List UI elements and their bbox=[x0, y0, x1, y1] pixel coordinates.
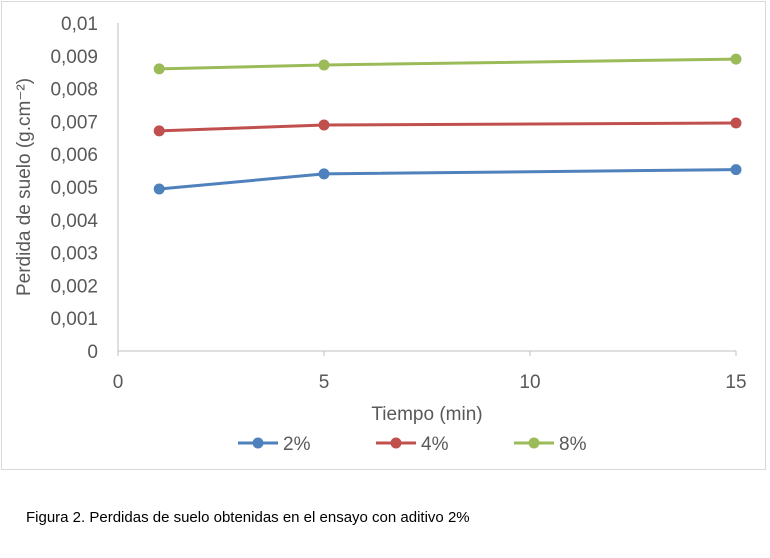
data-point bbox=[730, 53, 742, 65]
data-point bbox=[318, 59, 330, 71]
legend-marker bbox=[252, 437, 264, 449]
x-tick-label: 10 bbox=[519, 372, 540, 393]
data-point bbox=[153, 125, 165, 137]
legend-label: 4% bbox=[421, 434, 449, 455]
y-tick-label: 0,003 bbox=[50, 244, 98, 265]
y-tick-label: 0 bbox=[87, 342, 98, 363]
legend-label: 8% bbox=[559, 434, 587, 455]
series-line-4% bbox=[159, 121, 737, 133]
y-tick-label: 0,01 bbox=[61, 14, 98, 35]
y-tick-label: 0,002 bbox=[50, 276, 98, 297]
y-tick-label: 0,001 bbox=[50, 309, 98, 330]
legend-marker bbox=[528, 437, 540, 449]
data-point bbox=[153, 63, 165, 75]
y-tick-label: 0,004 bbox=[50, 211, 98, 232]
figure-caption: Figura 2. Perdidas de suelo obtenidas en… bbox=[26, 509, 470, 526]
series-line-8% bbox=[159, 57, 737, 71]
legend-label: 2% bbox=[283, 434, 311, 455]
line-chart: 0 0,001 0,002 0,003 0,004 0,005 0,006 0,007 0,00… bbox=[14, 14, 747, 455]
series-line-2% bbox=[159, 168, 737, 191]
data-point bbox=[318, 168, 330, 180]
chart-frame bbox=[1, 1, 766, 470]
y-tick-label: 0,005 bbox=[50, 178, 98, 199]
legend-marker bbox=[390, 437, 402, 449]
x-tick-label: 5 bbox=[319, 372, 330, 393]
data-point bbox=[318, 119, 330, 131]
x-tick-label: 15 bbox=[725, 372, 746, 393]
x-axis-title: Tiempo (min) bbox=[371, 404, 482, 425]
data-point bbox=[153, 183, 165, 195]
y-tick-label: 0,009 bbox=[50, 47, 98, 68]
y-axis-title: Perdida de suelo (g.cm⁻²) bbox=[14, 78, 35, 296]
data-point bbox=[730, 164, 742, 176]
x-tick-label: 0 bbox=[113, 372, 124, 393]
y-tick-label: 0,007 bbox=[50, 112, 98, 133]
data-point bbox=[730, 117, 742, 129]
y-tick-label: 0,008 bbox=[50, 80, 98, 101]
y-tick-label: 0,006 bbox=[50, 145, 98, 166]
